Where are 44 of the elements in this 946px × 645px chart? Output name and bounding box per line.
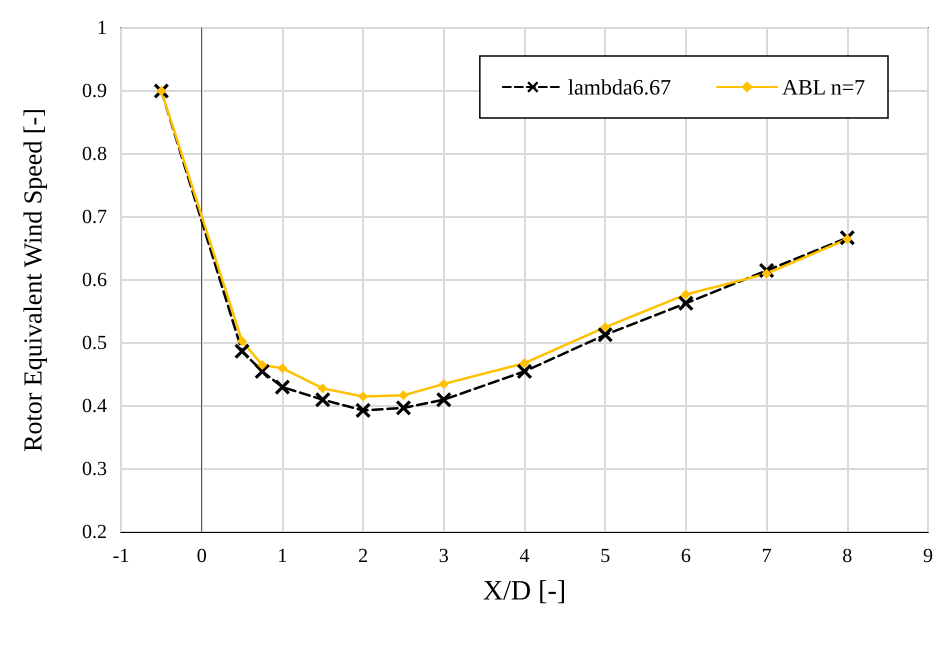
x-tick-label: 1 [277, 545, 288, 567]
x-tick-label: 2 [358, 545, 368, 567]
y-tick-label: 1 [97, 17, 107, 39]
x-tick-label: 0 [196, 545, 207, 567]
y-tick-label: 0.6 [82, 269, 107, 291]
y-tick-label: 0.7 [82, 206, 107, 228]
point [598, 327, 613, 342]
y-tick-label: 0.2 [82, 521, 107, 543]
point [438, 378, 449, 389]
point [274, 380, 290, 395]
y-tick-label: 0.5 [82, 332, 107, 354]
point [398, 390, 408, 400]
point [318, 383, 328, 394]
y-axis-title: Rotor Equivalent Wind Speed [-] [18, 108, 48, 452]
legend-label: lambda6.67 [568, 74, 672, 100]
x-tick-label: 9 [923, 545, 933, 567]
point [680, 289, 691, 300]
point [234, 344, 250, 359]
point [678, 296, 694, 311]
point [356, 402, 371, 418]
point [315, 392, 330, 408]
legend-label: ABL n=7 [782, 74, 866, 100]
y-tick-label: 0.3 [82, 458, 107, 480]
point [254, 364, 270, 379]
point [600, 322, 610, 332]
point [520, 358, 530, 368]
y-tick-label: 0.8 [82, 143, 107, 165]
x-tick-label: 4 [520, 545, 530, 567]
point [436, 392, 452, 408]
x-tick-label: 3 [438, 545, 449, 567]
point [358, 392, 368, 402]
point [396, 400, 411, 416]
y-tick-label: 0.4 [82, 395, 107, 417]
x-tick-label: 6 [680, 545, 691, 567]
x-tick-label: 8 [842, 545, 852, 567]
x-tick-label: 5 [600, 545, 610, 567]
point [237, 336, 248, 346]
x-axis-title: X/D [-] [482, 576, 566, 606]
x-tick-label: 7 [762, 545, 772, 567]
point [277, 363, 288, 374]
y-tick-label: 0.9 [82, 80, 107, 102]
x-tick-label: -1 [112, 545, 130, 567]
point [517, 364, 532, 379]
point [257, 360, 268, 370]
